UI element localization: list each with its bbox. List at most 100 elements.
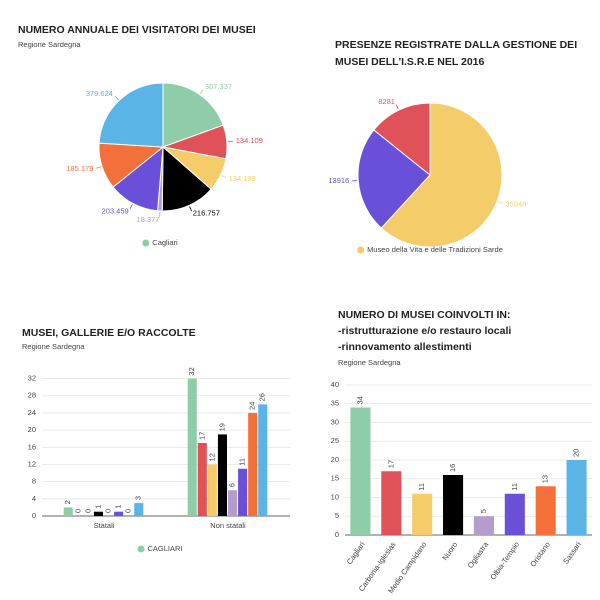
legend-swatch — [137, 545, 145, 553]
bar — [504, 493, 525, 535]
data-label: 20 — [572, 449, 581, 457]
chart-title: -ristrutturazione e/o restauro locali — [338, 325, 511, 337]
bar — [63, 507, 73, 516]
legend-swatch — [357, 246, 365, 254]
y-tick-label: 20 — [28, 425, 36, 434]
y-tick-label: 28 — [28, 391, 36, 400]
y-tick-label: 5 — [335, 511, 339, 520]
data-label: 0 — [83, 509, 92, 513]
leader-line — [96, 166, 102, 169]
bar — [473, 516, 494, 535]
x-tick-label: Statali — [94, 521, 115, 530]
data-label: 35946 — [505, 199, 526, 208]
data-label: 24 — [248, 402, 257, 410]
bar — [207, 464, 217, 516]
chart-subtitle: Regione Sardegna — [22, 342, 85, 351]
bar — [134, 503, 144, 516]
leader-line — [221, 175, 227, 178]
pie-slice — [98, 82, 164, 148]
data-label: 1 — [114, 505, 123, 509]
bar — [443, 475, 464, 535]
y-tick-label: 0 — [32, 511, 36, 520]
legend-swatch — [142, 239, 150, 247]
data-label: 3 — [134, 496, 143, 500]
x-tick-label: Oristano — [528, 540, 552, 568]
pie-slice — [161, 145, 212, 212]
chart-title: NUMERO ANNUALE DEI VISITATORI DEI MUSEI — [18, 24, 256, 36]
bar — [412, 493, 433, 535]
y-tick-label: 35 — [331, 399, 339, 408]
data-label: 1 — [93, 505, 102, 509]
leader-line — [395, 104, 399, 110]
data-label: 16 — [448, 464, 457, 472]
chart-subtitle: Regione Sardegna — [18, 40, 81, 49]
y-tick-label: 0 — [335, 530, 339, 539]
pie-slice — [162, 82, 224, 148]
bar — [114, 511, 124, 516]
y-tick-label: 4 — [32, 494, 36, 503]
data-label: 19 — [217, 423, 226, 431]
chart-title: MUSEI DELL'I.S.R.E NEL 2016 — [335, 56, 485, 68]
data-label: 379.624 — [86, 89, 113, 98]
data-label: 6 — [228, 483, 237, 487]
legend-label: Cagliari — [152, 238, 178, 247]
data-label: 13916 — [328, 176, 349, 185]
pie-slice — [373, 102, 431, 177]
bar — [187, 378, 197, 516]
data-label: 17 — [197, 432, 206, 440]
y-tick-label: 8 — [32, 477, 36, 486]
data-label: 11 — [238, 458, 247, 466]
x-tick-label: Nuoro — [440, 540, 459, 562]
pie-slice — [357, 129, 431, 229]
legend-label: Museo della Vita e delle Tradizioni Sard… — [367, 245, 503, 254]
data-label: 134.109 — [236, 136, 263, 145]
data-label: 307.337 — [205, 82, 232, 91]
y-tick-label: 12 — [28, 459, 36, 468]
data-label: 34 — [355, 396, 364, 404]
x-tick-label: Sassari — [561, 540, 583, 566]
leader-line — [189, 206, 192, 212]
bar — [228, 490, 238, 516]
leader-line — [497, 201, 503, 204]
chart-title: MUSEI, GALLERIE E/O RACCOLTE — [22, 327, 196, 339]
chart-title: PRESENZE REGISTRATE DALLA GESTIONE DEI — [335, 39, 577, 51]
y-tick-label: 20 — [331, 455, 339, 464]
data-label: 0 — [73, 509, 82, 513]
data-label: 13 — [541, 475, 550, 483]
y-tick-label: 15 — [331, 474, 339, 483]
data-label: 12 — [207, 453, 216, 461]
leader-line — [129, 204, 133, 209]
bar — [535, 486, 556, 535]
data-label: 26 — [258, 393, 267, 401]
y-tick-label: 24 — [28, 408, 36, 417]
x-tick-label: Olbia-Tempio — [488, 540, 521, 581]
bar — [197, 443, 207, 516]
y-tick-label: 10 — [331, 492, 339, 501]
x-tick-label: Non statali — [210, 521, 246, 530]
leader-line — [114, 95, 119, 100]
data-label: 2 — [63, 500, 72, 504]
bar — [566, 460, 587, 535]
data-label: 11 — [510, 483, 519, 491]
data-label: 0 — [124, 509, 133, 513]
data-label: 185.179 — [66, 164, 93, 173]
y-tick-label: 32 — [28, 374, 36, 383]
data-label: 32 — [187, 367, 196, 375]
bar — [238, 468, 248, 516]
chart-title: NUMERO DI MUSEI COINVOLTI IN: — [338, 309, 510, 321]
data-label: 0 — [104, 509, 113, 513]
pie-slice — [380, 102, 503, 248]
y-tick-label: 40 — [331, 380, 339, 389]
leader-line — [199, 89, 204, 95]
bar — [248, 412, 258, 516]
y-tick-label: 25 — [331, 436, 339, 445]
data-label: 134.199 — [229, 174, 256, 183]
data-label: 18.377 — [137, 215, 160, 224]
bar — [258, 404, 268, 516]
x-tick-label: Ogliastra — [466, 539, 491, 569]
y-tick-label: 30 — [331, 417, 339, 426]
x-tick-label: Cagliari — [345, 540, 367, 566]
data-label: 203.459 — [102, 206, 129, 215]
data-label: 17 — [386, 460, 395, 468]
